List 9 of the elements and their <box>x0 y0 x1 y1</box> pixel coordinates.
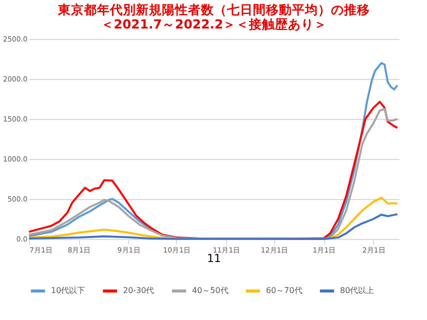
chart-title: 東京都年代別新規陽性者数（七日間移動平均）の推移 <box>57 2 370 17</box>
legend-label: 40～50代 <box>192 286 228 295</box>
legend-label: 10代以下 <box>51 286 86 295</box>
text: 11 <box>207 252 221 265</box>
legend-label: 80代以上 <box>340 286 374 295</box>
legend-label: 60～70代 <box>266 286 302 295</box>
chart-subtitle: ＜2021.7～2022.2＞＜接触歴あり＞ <box>100 16 328 32</box>
line-series <box>28 213 398 240</box>
legend-label: 20-30代 <box>123 286 154 295</box>
